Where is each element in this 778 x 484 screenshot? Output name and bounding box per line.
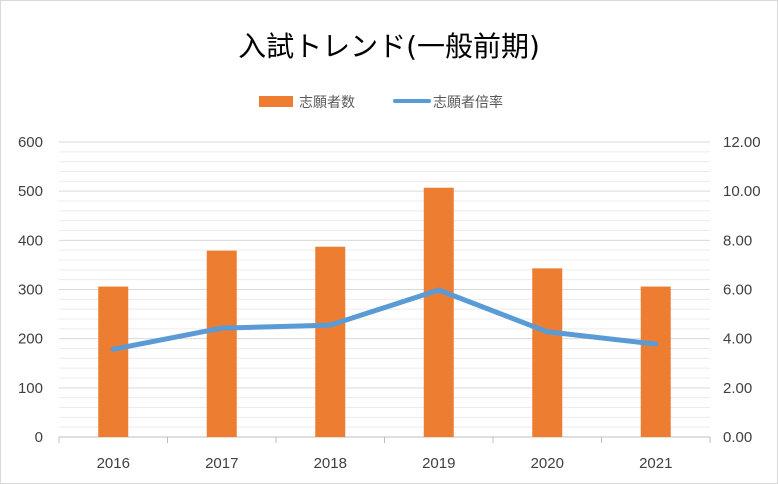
y-left-tick-label: 400 <box>18 232 43 249</box>
x-tick-label: 2019 <box>422 455 455 472</box>
chart-title: 入試トレンド(一般前期) <box>238 30 540 63</box>
legend-label-ratio: 志願者倍率 <box>433 94 503 111</box>
y-axis-right: 0.00 2.00 4.00 6.00 8.00 10.00 12.00 <box>723 134 761 446</box>
y-right-tick-label: 8.00 <box>723 232 752 249</box>
ratio-point-2017 <box>219 325 225 331</box>
ratio-point-2019 <box>436 287 442 293</box>
bar-2018 <box>315 246 346 437</box>
bar-2021 <box>640 286 671 437</box>
y-right-tick-label: 0.00 <box>723 429 752 446</box>
ratio-point-2020 <box>544 329 550 335</box>
y-right-tick-label: 4.00 <box>723 331 752 348</box>
y-left-tick-label: 0 <box>35 429 43 446</box>
line-series-ratio <box>110 287 659 352</box>
ratio-line <box>110 287 659 352</box>
y-right-tick-label: 6.00 <box>723 282 752 299</box>
y-left-tick-label: 500 <box>18 183 43 200</box>
x-tick-label: 2016 <box>97 455 130 472</box>
legend-label-applicants: 志願者数 <box>299 95 355 111</box>
y-right-tick-label: 2.00 <box>723 380 752 397</box>
ratio-point-2021 <box>653 341 659 347</box>
ratio-point-2018 <box>327 322 333 328</box>
x-tick-label: 2020 <box>531 455 564 472</box>
x-tick-label: 2021 <box>639 455 672 472</box>
y-right-tick-label: 12.00 <box>723 134 761 151</box>
legend: 志願者数 志願者倍率 <box>259 94 503 111</box>
bar-2017 <box>206 250 237 437</box>
bar-2020 <box>532 268 563 437</box>
bar-series-applicants <box>98 187 671 437</box>
x-axis: 2016 2017 2018 2019 2020 2021 <box>97 455 673 472</box>
y-left-tick-label: 100 <box>18 380 43 397</box>
gridlines <box>58 141 711 443</box>
y-left-tick-label: 200 <box>18 331 43 348</box>
y-left-tick-label: 300 <box>18 282 43 299</box>
y-left-tick-label: 600 <box>18 134 43 151</box>
bar-2019 <box>423 187 454 437</box>
x-tick-label: 2018 <box>314 455 347 472</box>
legend-swatch-applicants <box>259 96 293 107</box>
x-tick-label: 2017 <box>205 455 238 472</box>
y-axis-left: 0 100 200 300 400 500 600 <box>18 134 43 446</box>
y-right-tick-label: 10.00 <box>723 183 761 200</box>
bar-2016 <box>98 286 129 437</box>
ratio-point-2016 <box>110 346 116 352</box>
